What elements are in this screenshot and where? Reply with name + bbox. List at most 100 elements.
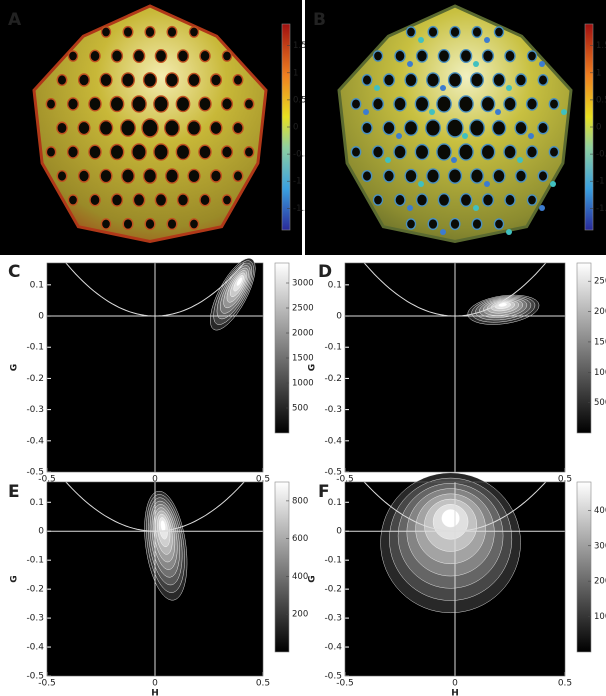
- colorbar-tick-label: 200: [292, 610, 308, 620]
- capsid-hole: [447, 119, 463, 137]
- capsid-hole: [405, 73, 417, 86]
- surface-patch: [517, 157, 523, 163]
- colorbar-tick-label: 1500: [594, 337, 606, 347]
- colorbar-tick-label: 2000: [292, 329, 314, 339]
- capsid-hole: [210, 121, 222, 134]
- capsid-hole: [373, 98, 384, 110]
- capsid-hole: [122, 169, 135, 183]
- capsid-hole: [492, 121, 505, 136]
- capsid-hole: [459, 96, 473, 112]
- y-tick-label: -0.2: [26, 374, 44, 384]
- capsid-hole: [505, 194, 515, 205]
- capsid-hole: [145, 219, 155, 230]
- colorbar-tick-label: 0: [596, 123, 601, 133]
- capsid-hole: [483, 50, 494, 62]
- capsid-hole: [165, 120, 180, 136]
- capsid-hole: [426, 120, 441, 136]
- capsid-hole: [472, 27, 482, 38]
- surface-patch: [440, 85, 446, 91]
- capsid-hole: [222, 146, 233, 158]
- capsid-hole: [68, 98, 79, 110]
- capsid-hole: [493, 73, 505, 86]
- capsid-hole: [373, 195, 382, 205]
- capsid-hole: [362, 75, 371, 86]
- capsid-hole: [188, 73, 200, 86]
- capsid-hole: [527, 146, 538, 158]
- colorbar-tick-label: 800: [292, 496, 308, 506]
- capsid-hole: [222, 195, 231, 205]
- capsid-hole: [199, 145, 211, 159]
- capsid-hole: [470, 120, 485, 136]
- capsid-hole: [123, 219, 133, 230]
- capsid-hole: [68, 195, 77, 205]
- capsid-hole: [417, 194, 428, 206]
- capsid-hole: [471, 73, 484, 87]
- colorbar-tick-label: 300: [594, 541, 606, 551]
- y-tick-label: -0.4: [26, 436, 44, 446]
- capsid-hole: [100, 73, 112, 86]
- capsid-hole: [459, 144, 473, 160]
- capsid-hole: [516, 74, 527, 86]
- capsid-hole: [373, 51, 382, 61]
- colorbar-tick-label: 1000: [292, 379, 314, 389]
- surface-patch: [374, 85, 380, 91]
- capsid-hole: [78, 121, 90, 134]
- colorbar-tick-label: -1: [293, 177, 301, 187]
- capsid-hole: [90, 194, 100, 205]
- capsid-hole: [415, 145, 428, 160]
- colorbar-tick-label: 1500: [292, 354, 314, 364]
- capsid-hole: [515, 121, 527, 134]
- surface-patch: [385, 157, 391, 163]
- capsid-hole: [154, 144, 168, 160]
- colorbar-tick-label: 500: [594, 398, 606, 408]
- capsid-hole: [178, 50, 189, 62]
- colorbar-tick-label: 1.5: [596, 41, 606, 51]
- y-tick-label: -0.1: [324, 556, 342, 566]
- y-tick-label: -0.3: [26, 614, 44, 624]
- capsid-hole: [178, 194, 189, 206]
- capsid-hole: [89, 145, 101, 159]
- surface-patch: [506, 85, 512, 91]
- y-tick-label: -0.3: [324, 614, 342, 624]
- colorbar-tick-label: 1: [596, 68, 601, 78]
- density-contour: [442, 510, 460, 528]
- capsid-hole: [494, 219, 503, 229]
- x-axis-label: H: [151, 689, 159, 696]
- capsid-hole: [200, 50, 210, 61]
- capsid-hole: [166, 169, 179, 183]
- capsid-hole: [176, 97, 189, 112]
- colorbar-tick-label: 3000: [292, 279, 314, 289]
- capsid-hole: [505, 50, 515, 61]
- capsid-hole: [471, 169, 484, 183]
- colorbar: [577, 482, 591, 652]
- y-tick-label: 0: [38, 527, 44, 537]
- capsid-hole: [527, 195, 536, 205]
- surface-patch: [473, 205, 479, 211]
- colorbar-tick-label: 2500: [292, 304, 314, 314]
- x-tick-label: 0.5: [558, 679, 572, 689]
- y-tick-label: 0: [38, 312, 44, 322]
- capsid-hole: [481, 145, 494, 160]
- colorbar-tick-label: 500: [292, 404, 308, 414]
- x-tick-label: 0: [452, 679, 458, 689]
- y-tick-label: -0.2: [324, 374, 342, 384]
- capsid-hole: [133, 194, 144, 207]
- capsid-hole: [395, 194, 405, 205]
- capsid-hole: [406, 27, 415, 37]
- capsid-hole: [167, 27, 177, 38]
- capsid-hole: [449, 73, 462, 87]
- capsid-hole: [57, 171, 66, 182]
- colorbar-tick-label: 200: [594, 577, 606, 587]
- surface-patch: [407, 61, 413, 67]
- capsid-hole: [438, 194, 449, 207]
- colorbar: [275, 263, 289, 433]
- colorbar-tick-label: 0: [293, 123, 298, 133]
- capsid-hole: [211, 74, 222, 86]
- colorbar: [577, 263, 591, 433]
- surface-patch: [561, 109, 567, 115]
- capsid-hole: [233, 75, 242, 86]
- x-tick-label: 0.5: [256, 679, 270, 689]
- colorbar-tick-label: -0.5: [596, 150, 606, 160]
- capsid-hole: [199, 97, 211, 111]
- capsid-hole: [405, 169, 417, 182]
